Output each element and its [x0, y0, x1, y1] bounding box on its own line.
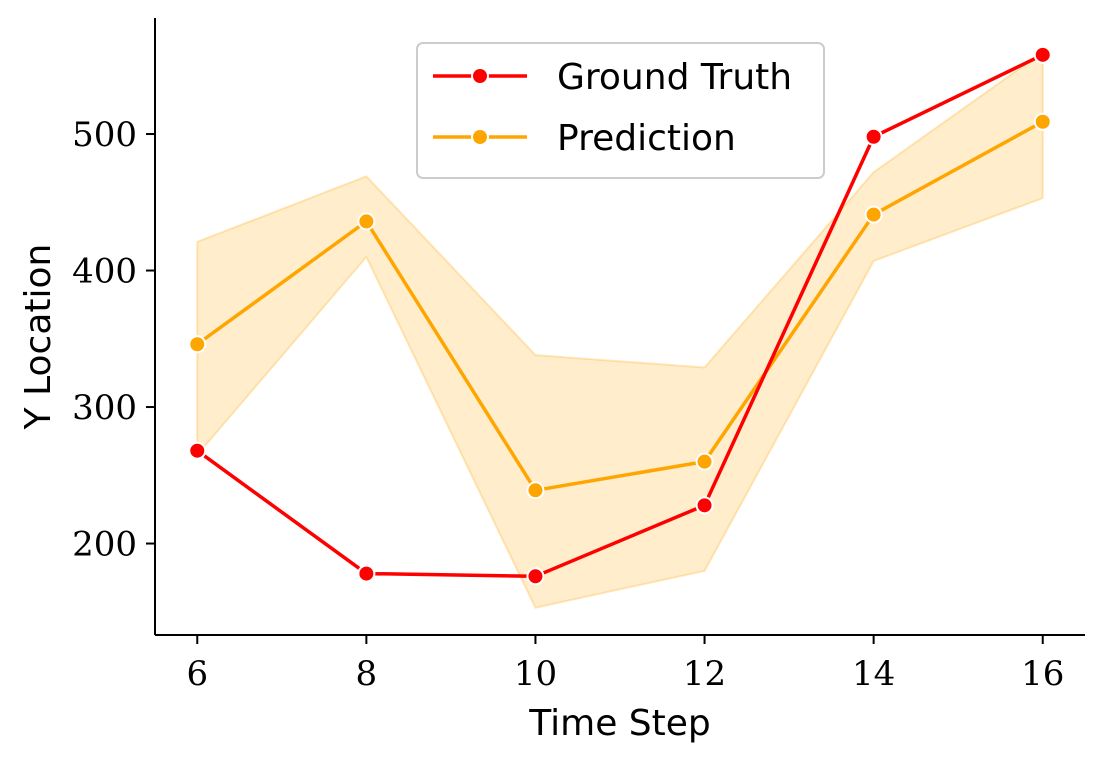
legend: Ground Truth Prediction	[417, 43, 824, 178]
prediction-point	[189, 336, 205, 352]
legend-swatch-marker	[472, 129, 488, 145]
ground-truth-point	[189, 443, 205, 459]
x-axis-label: Time Step	[528, 703, 711, 744]
prediction-point	[866, 207, 882, 223]
line-chart: 6 8 10 12 14 16 200 300 400 500 Time Step Y Locat…	[0, 0, 1104, 765]
y-axis-label: Y Location	[18, 244, 59, 431]
legend-label: Prediction	[557, 118, 736, 159]
y-tick-label: 400	[72, 252, 137, 292]
y-tick-label: 500	[72, 115, 137, 155]
x-tick-label: 8	[356, 654, 378, 694]
x-tick-label: 14	[852, 654, 895, 694]
ground-truth-point	[1035, 47, 1051, 63]
x-tick-label: 12	[683, 654, 726, 694]
y-tick-label: 300	[72, 388, 137, 428]
prediction-point	[527, 482, 543, 498]
legend-swatch-marker	[472, 68, 488, 84]
prediction-point	[1035, 114, 1051, 130]
ground-truth-point	[527, 568, 543, 584]
y-tick-label: 200	[72, 525, 137, 565]
legend-label: Ground Truth	[557, 57, 792, 98]
ground-truth-point	[866, 129, 882, 145]
x-tick-label: 10	[514, 654, 557, 694]
prediction-point	[358, 213, 374, 229]
x-tick-label: 6	[186, 654, 208, 694]
ground-truth-point	[697, 497, 713, 513]
prediction-point	[697, 454, 713, 470]
x-tick-label: 16	[1021, 654, 1064, 694]
ground-truth-point	[358, 566, 374, 582]
